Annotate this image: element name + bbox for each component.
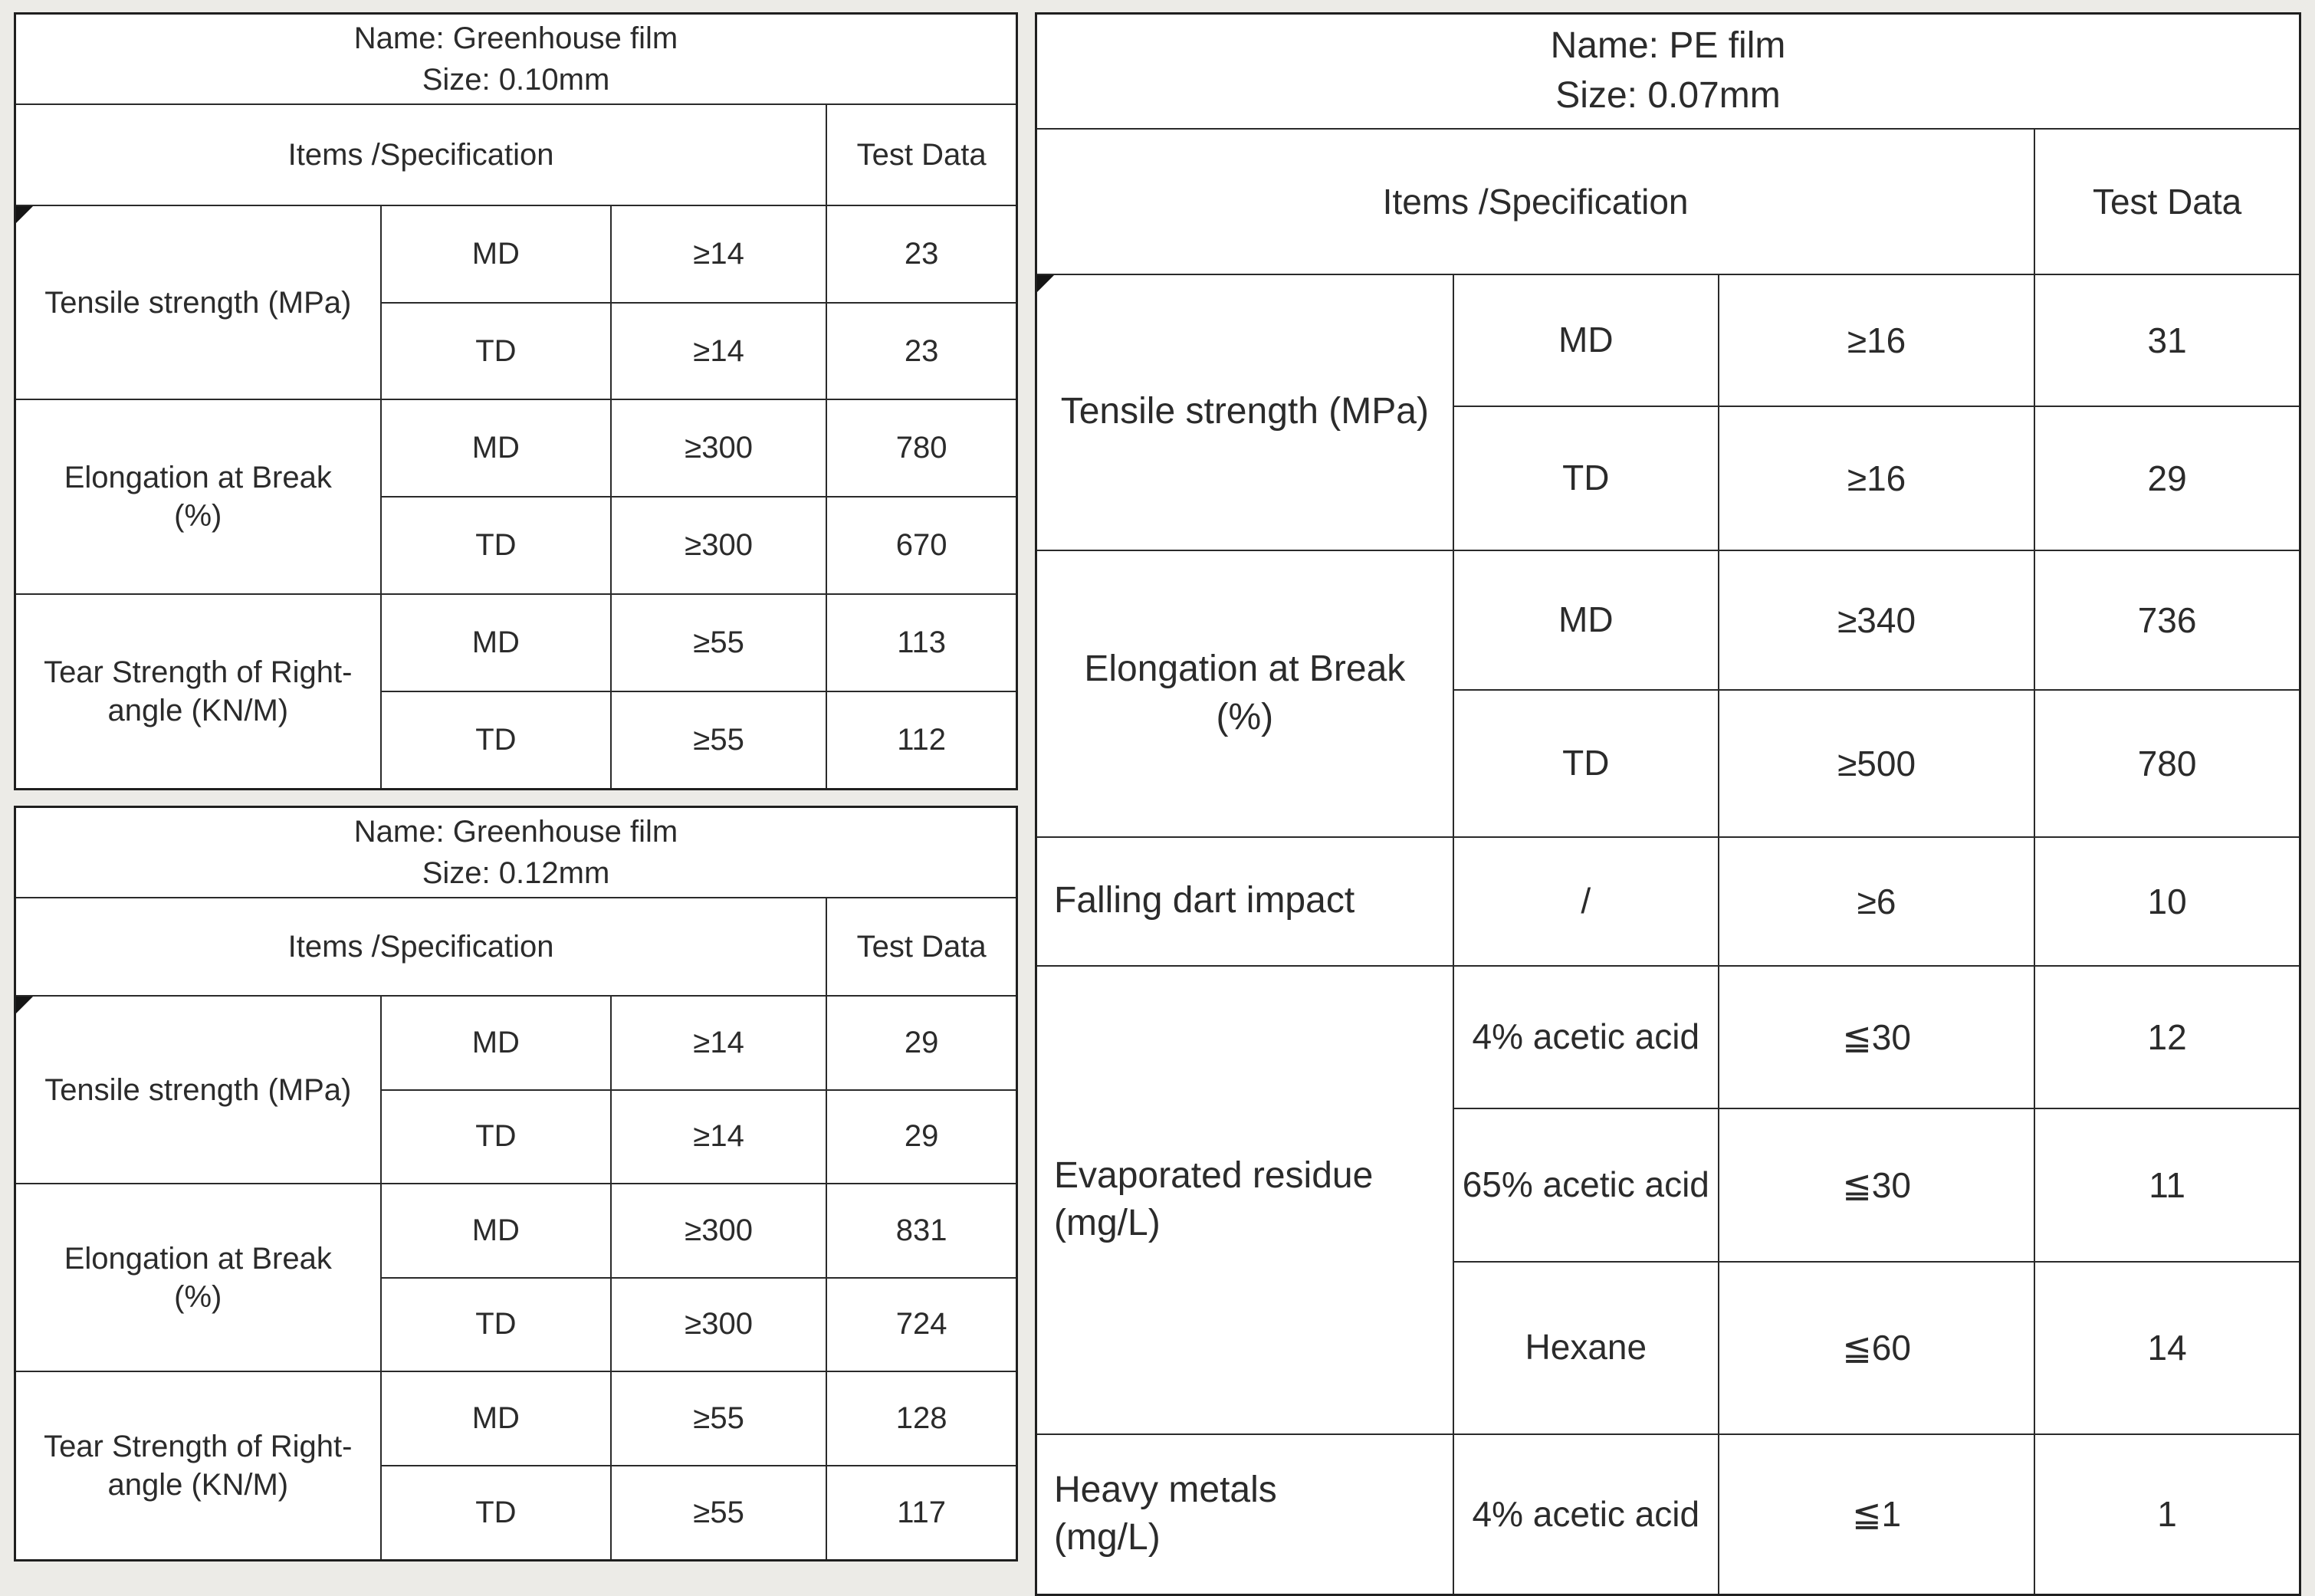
spec-cell: ≥6	[1719, 837, 2034, 966]
value-cell: 113	[826, 594, 1016, 691]
right-column: Name: PE film Size: 0.07mm Items /Specif…	[1035, 12, 2301, 1567]
items-specification-header: Items /Specification	[1036, 129, 2035, 274]
direction-cell: MD	[1453, 550, 1719, 690]
direction-cell: TD	[381, 691, 612, 790]
item-label-elongation: Elongation at Break (%)	[1036, 550, 1453, 837]
direction-cell: TD	[381, 1090, 612, 1184]
direction-cell: MD	[1453, 274, 1719, 406]
direction-cell: 4% acetic acid	[1453, 1434, 1719, 1595]
table-name: Name: PE film	[1043, 21, 2293, 71]
item-label-tensile-strength: Tensile strength (MPa)	[15, 996, 381, 1184]
value-cell: 780	[2034, 690, 2300, 837]
items-specification-header: Items /Specification	[15, 898, 827, 996]
value-cell: 831	[826, 1184, 1016, 1278]
spec-cell: ≥55	[611, 1466, 826, 1561]
spec-cell: ≥300	[611, 497, 826, 594]
left-column: Name: Greenhouse film Size: 0.10mm Items…	[14, 12, 1018, 1567]
value-cell: 29	[826, 996, 1016, 1090]
value-cell: 14	[2034, 1262, 2300, 1434]
spec-cell: ≥340	[1719, 550, 2034, 690]
direction-cell: /	[1453, 837, 1719, 966]
direction-cell: TD	[1453, 406, 1719, 550]
table-greenhouse-film-012mm: Name: Greenhouse film Size: 0.12mm Items…	[14, 806, 1018, 1562]
value-cell: 29	[2034, 406, 2300, 550]
table-pe-film-007mm: Name: PE film Size: 0.07mm Items /Specif…	[1035, 12, 2301, 1596]
table-name: Name: Greenhouse film	[22, 811, 1010, 852]
item-label-evaporated-residue: Evaporated residue (mg/L)	[1036, 966, 1453, 1434]
spec-cell: ≥14	[611, 996, 826, 1090]
item-label-elongation: Elongation at Break (%)	[15, 1184, 381, 1371]
spec-cell: ≦30	[1719, 966, 2034, 1108]
table-size: Size: 0.12mm	[22, 852, 1010, 894]
value-cell: 23	[826, 205, 1016, 303]
value-cell: 23	[826, 303, 1016, 400]
value-cell: 724	[826, 1278, 1016, 1372]
direction-cell: Hexane	[1453, 1262, 1719, 1434]
direction-cell: TD	[381, 1278, 612, 1372]
value-cell: 117	[826, 1466, 1016, 1561]
value-cell: 112	[826, 691, 1016, 790]
spec-cell: ≥55	[611, 691, 826, 790]
direction-cell: 65% acetic acid	[1453, 1108, 1719, 1262]
test-data-header: Test Data	[826, 104, 1016, 205]
table-title: Name: Greenhouse film Size: 0.10mm	[15, 14, 1017, 105]
direction-cell: TD	[381, 497, 612, 594]
spec-cell: ≥14	[611, 1090, 826, 1184]
value-cell: 11	[2034, 1108, 2300, 1262]
spec-cell: ≦30	[1719, 1108, 2034, 1262]
item-label-tear-strength: Tear Strength of Right-angle (KN/M)	[15, 594, 381, 790]
item-label-tensile-strength: Tensile strength (MPa)	[15, 205, 381, 399]
table-size: Size: 0.07mm	[1043, 71, 2293, 121]
item-label-heavy-metals: Heavy metals (mg/L)	[1036, 1434, 1453, 1595]
direction-cell: MD	[381, 1184, 612, 1278]
table-greenhouse-film-010mm: Name: Greenhouse film Size: 0.10mm Items…	[14, 12, 1018, 790]
value-cell: 780	[826, 399, 1016, 497]
value-cell: 736	[2034, 550, 2300, 690]
value-cell: 12	[2034, 966, 2300, 1108]
value-cell: 670	[826, 497, 1016, 594]
direction-cell: TD	[381, 1466, 612, 1561]
table-name: Name: Greenhouse film	[22, 18, 1010, 59]
spec-cell: ≥14	[611, 205, 826, 303]
table-title: Name: PE film Size: 0.07mm	[1036, 14, 2300, 129]
direction-cell: MD	[381, 1371, 612, 1466]
value-cell: 31	[2034, 274, 2300, 406]
direction-cell: TD	[381, 303, 612, 400]
direction-cell: MD	[381, 205, 612, 303]
test-data-header: Test Data	[826, 898, 1016, 996]
value-cell: 1	[2034, 1434, 2300, 1595]
spec-cell: ≦1	[1719, 1434, 2034, 1595]
spec-cell: ≥300	[611, 1278, 826, 1372]
table-size: Size: 0.10mm	[22, 59, 1010, 100]
test-data-header: Test Data	[2034, 129, 2300, 274]
spec-cell: ≦60	[1719, 1262, 2034, 1434]
spec-cell: ≥55	[611, 1371, 826, 1466]
direction-cell: 4% acetic acid	[1453, 966, 1719, 1108]
spec-cell: ≥55	[611, 594, 826, 691]
item-label-tensile-strength: Tensile strength (MPa)	[1036, 274, 1453, 550]
table-title: Name: Greenhouse film Size: 0.12mm	[15, 807, 1017, 898]
direction-cell: MD	[381, 996, 612, 1090]
spec-cell: ≥300	[611, 1184, 826, 1278]
spec-cell: ≥14	[611, 303, 826, 400]
direction-cell: MD	[381, 594, 612, 691]
items-specification-header: Items /Specification	[15, 104, 827, 205]
spec-cell: ≥500	[1719, 690, 2034, 837]
item-label-falling-dart-impact: Falling dart impact	[1036, 837, 1453, 966]
value-cell: 29	[826, 1090, 1016, 1184]
value-cell: 128	[826, 1371, 1016, 1466]
item-label-tear-strength: Tear Strength of Right-angle (KN/M)	[15, 1371, 381, 1560]
spec-cell: ≥16	[1719, 274, 2034, 406]
spec-cell: ≥16	[1719, 406, 2034, 550]
direction-cell: MD	[381, 399, 612, 497]
item-label-elongation: Elongation at Break (%)	[15, 399, 381, 593]
spec-cell: ≥300	[611, 399, 826, 497]
direction-cell: TD	[1453, 690, 1719, 837]
value-cell: 10	[2034, 837, 2300, 966]
